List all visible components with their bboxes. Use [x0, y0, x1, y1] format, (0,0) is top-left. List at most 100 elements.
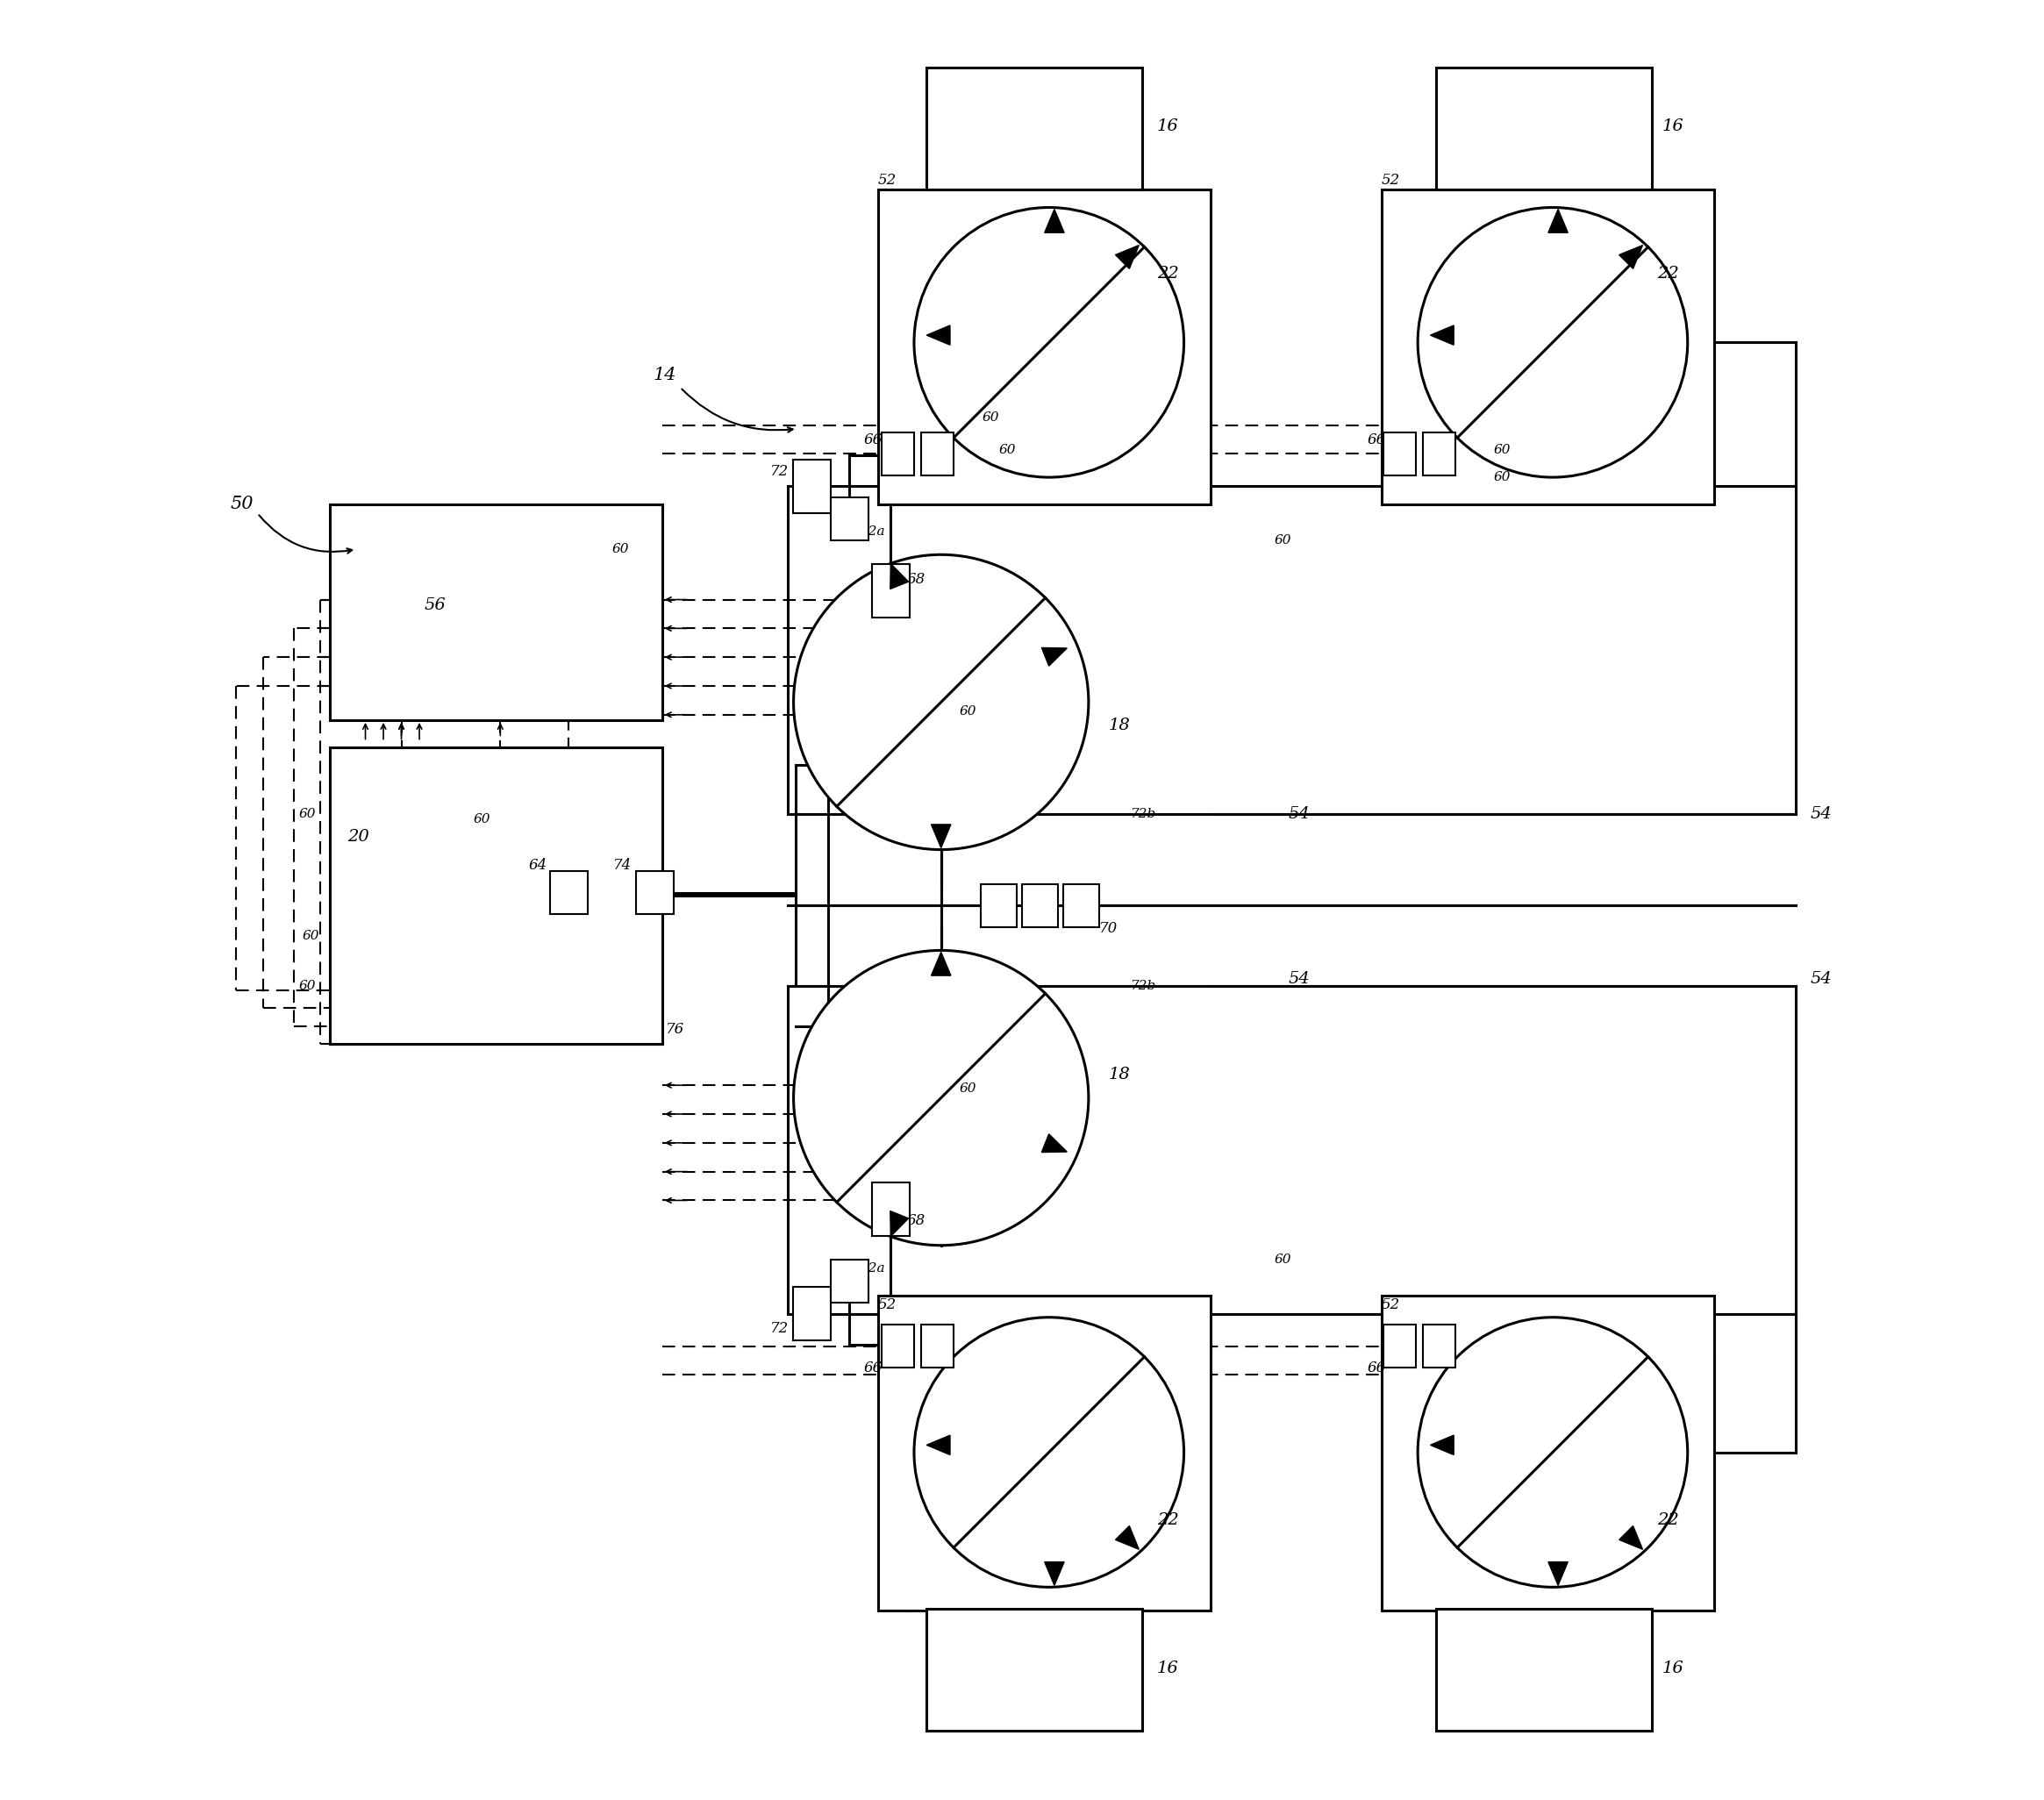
- Text: 60: 60: [474, 814, 491, 824]
- Polygon shape: [1042, 648, 1067, 666]
- Text: 60: 60: [1273, 535, 1292, 547]
- Text: 54: 54: [1809, 972, 1831, 986]
- Bar: [1384, 1325, 1416, 1368]
- Text: 60: 60: [1494, 472, 1511, 484]
- Bar: [922, 1325, 955, 1368]
- Bar: [879, 189, 1210, 504]
- Bar: [1435, 1609, 1652, 1732]
- Bar: [873, 1183, 910, 1237]
- Text: 52: 52: [879, 173, 897, 187]
- Text: 22: 22: [1157, 1512, 1179, 1528]
- Circle shape: [914, 1318, 1183, 1588]
- Text: 54: 54: [1288, 972, 1310, 986]
- Polygon shape: [1431, 326, 1453, 346]
- Polygon shape: [891, 563, 908, 589]
- Polygon shape: [1547, 1562, 1568, 1586]
- Text: 76: 76: [666, 1022, 685, 1037]
- Bar: [981, 884, 1016, 927]
- Text: 22: 22: [1658, 1512, 1678, 1528]
- Polygon shape: [926, 1435, 950, 1454]
- Text: 60: 60: [983, 412, 1000, 425]
- Circle shape: [914, 207, 1183, 477]
- Polygon shape: [932, 824, 950, 848]
- Text: 18: 18: [1108, 718, 1130, 733]
- Text: 14: 14: [654, 367, 677, 383]
- Text: 54: 54: [1288, 806, 1310, 821]
- Text: 54: 54: [1809, 806, 1831, 821]
- Text: 16: 16: [1157, 1660, 1179, 1676]
- Text: 72: 72: [771, 464, 789, 479]
- Text: 72a: 72a: [861, 1262, 885, 1274]
- Polygon shape: [1547, 209, 1568, 232]
- Bar: [922, 432, 955, 475]
- Bar: [793, 1287, 830, 1341]
- Text: 60: 60: [298, 981, 317, 992]
- Text: 18: 18: [1108, 1067, 1130, 1082]
- Bar: [329, 747, 662, 1044]
- Text: 22: 22: [1658, 266, 1678, 283]
- Bar: [793, 459, 830, 513]
- Circle shape: [1419, 1318, 1688, 1588]
- Text: 66: 66: [865, 1361, 883, 1375]
- Polygon shape: [1116, 1526, 1139, 1550]
- Bar: [1384, 432, 1416, 475]
- Text: 16: 16: [1157, 119, 1179, 135]
- Text: 68: 68: [908, 1213, 926, 1228]
- Text: 60: 60: [298, 808, 317, 819]
- Bar: [881, 1325, 914, 1368]
- Bar: [636, 871, 675, 914]
- Polygon shape: [1044, 1562, 1065, 1586]
- Bar: [879, 1296, 1210, 1611]
- Bar: [873, 563, 910, 617]
- Text: 66: 66: [1367, 432, 1386, 446]
- Polygon shape: [926, 326, 950, 346]
- Bar: [1423, 432, 1455, 475]
- Bar: [1382, 189, 1715, 504]
- Circle shape: [793, 950, 1089, 1246]
- Text: 72a: 72a: [861, 526, 885, 538]
- Polygon shape: [1431, 1435, 1453, 1454]
- Text: 60: 60: [1000, 445, 1016, 457]
- Bar: [1423, 1325, 1455, 1368]
- Bar: [1022, 884, 1059, 927]
- Text: 22: 22: [1157, 266, 1179, 283]
- Bar: [550, 871, 587, 914]
- Polygon shape: [1044, 209, 1065, 232]
- Bar: [1435, 67, 1652, 189]
- Text: 60: 60: [303, 931, 319, 941]
- Bar: [830, 1260, 869, 1303]
- Text: 52: 52: [1382, 173, 1400, 187]
- Bar: [926, 67, 1143, 189]
- Polygon shape: [891, 1211, 908, 1237]
- Text: 74: 74: [613, 859, 632, 873]
- Text: 60: 60: [611, 544, 630, 556]
- Text: 64: 64: [529, 859, 548, 873]
- Text: 72b: 72b: [1130, 981, 1155, 992]
- Polygon shape: [1042, 1134, 1067, 1152]
- Text: 66: 66: [865, 432, 883, 446]
- Polygon shape: [932, 952, 950, 976]
- Bar: [830, 497, 869, 540]
- Text: 20: 20: [347, 830, 370, 844]
- Bar: [926, 1609, 1143, 1732]
- Circle shape: [1419, 207, 1688, 477]
- Text: 16: 16: [1662, 1660, 1684, 1676]
- Text: 60: 60: [959, 706, 977, 716]
- Bar: [329, 504, 662, 720]
- Polygon shape: [1116, 245, 1139, 268]
- Polygon shape: [1619, 1526, 1643, 1550]
- Text: 50: 50: [231, 497, 253, 513]
- Text: 72b: 72b: [1130, 808, 1155, 819]
- Text: 52: 52: [879, 1298, 897, 1312]
- Text: 60: 60: [1273, 1253, 1292, 1265]
- Polygon shape: [1619, 245, 1643, 268]
- Text: 56: 56: [425, 598, 446, 614]
- Bar: [1063, 884, 1100, 927]
- Text: 52: 52: [1382, 1298, 1400, 1312]
- Text: 66: 66: [1367, 1361, 1386, 1375]
- Text: 72: 72: [771, 1321, 789, 1336]
- Text: 70: 70: [1100, 922, 1118, 936]
- Circle shape: [793, 554, 1089, 850]
- Bar: [1382, 1296, 1715, 1611]
- Bar: [881, 432, 914, 475]
